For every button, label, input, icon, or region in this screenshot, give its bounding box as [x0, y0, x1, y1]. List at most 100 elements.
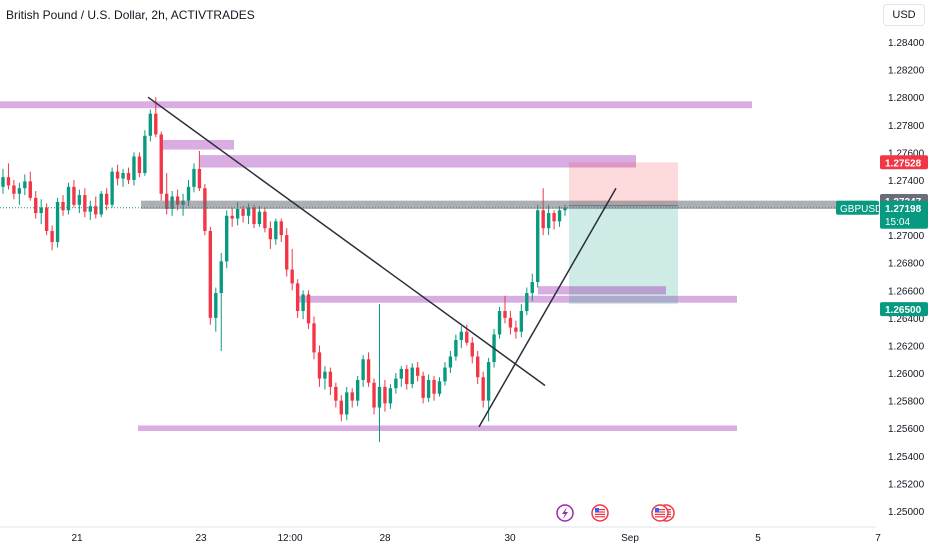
candle-body	[388, 388, 393, 404]
candle-body	[306, 294, 311, 324]
descending-trendline[interactable]	[147, 96, 546, 387]
candle-body	[83, 195, 87, 212]
candle-body	[410, 367, 414, 385]
y-axis-tick-label: 1.26200	[888, 341, 925, 352]
y-axis-tick-label: 1.25600	[888, 424, 925, 435]
y-axis-tick-label: 1.26600	[888, 286, 925, 297]
candle-body	[263, 211, 267, 229]
candle-body	[285, 235, 289, 270]
candle-body	[557, 210, 562, 222]
y-axis-tick-label: 1.26400	[888, 314, 925, 325]
y-axis-tick-label: 1.25000	[888, 507, 925, 518]
candle-body	[366, 359, 371, 383]
candle-body	[497, 310, 502, 335]
flag-canton	[655, 508, 659, 512]
support-resistance-zone[interactable]	[138, 425, 737, 431]
flag-stripe	[655, 513, 665, 515]
candle-body	[470, 342, 474, 357]
candle-body	[323, 371, 327, 379]
candle-body	[372, 382, 376, 408]
candle-body	[383, 386, 387, 404]
x-axis-tick-label: 30	[504, 533, 516, 544]
candle-body	[230, 215, 234, 219]
candle-body	[454, 339, 458, 357]
candle-body	[415, 367, 420, 376]
support-resistance-zone[interactable]	[160, 139, 234, 150]
candle-body	[421, 375, 425, 398]
candle-body	[17, 188, 22, 194]
y-axis-tick-label: 1.26000	[888, 369, 925, 380]
candle-body	[88, 206, 92, 212]
candle-body	[437, 381, 442, 394]
candle-body	[39, 207, 43, 214]
candle-body	[405, 368, 409, 385]
take-profit-zone[interactable]	[569, 205, 678, 305]
candle-body	[481, 377, 485, 401]
y-axis-tick-label: 1.27600	[888, 148, 925, 159]
us-flag-icon[interactable]	[591, 504, 609, 522]
candle-body	[61, 202, 65, 211]
candle-body	[377, 386, 382, 408]
y-axis-tick-label: 1.26800	[888, 259, 925, 270]
lightning-glyph	[562, 507, 568, 519]
stop-price-label: 1.27528	[885, 158, 922, 169]
candle-body	[34, 197, 38, 214]
currency-selector[interactable]: USD	[883, 4, 925, 26]
candle-body	[159, 134, 163, 194]
support-resistance-zone[interactable]	[0, 101, 752, 109]
candle-body	[530, 282, 534, 294]
candle-body	[503, 310, 507, 318]
candle-body	[104, 193, 109, 205]
candle-body	[252, 207, 256, 225]
support-resistance-zone[interactable]	[538, 286, 666, 295]
candle-body	[44, 207, 49, 231]
candle-body	[214, 293, 218, 318]
candle-body	[241, 208, 245, 216]
candle-body	[246, 207, 251, 216]
y-axis-tick-label: 1.28400	[888, 38, 925, 49]
flag-stripe	[595, 513, 605, 515]
candle-body	[148, 113, 153, 136]
flag-stripe	[595, 516, 605, 518]
y-axis-tick-label: 1.28000	[888, 93, 925, 104]
flag-stripe	[595, 511, 605, 513]
candle-body	[317, 352, 322, 379]
candle-body	[394, 378, 398, 389]
candle-body	[23, 181, 27, 189]
ascending-trendline[interactable]	[478, 187, 617, 428]
y-axis-tick-label: 1.27000	[888, 231, 925, 242]
candle-body	[208, 230, 213, 318]
stop-loss-zone[interactable]	[569, 162, 678, 206]
candle-body	[486, 362, 491, 401]
candle-body	[399, 368, 404, 379]
candle-body	[541, 210, 545, 229]
candle-countdown: 15:04	[885, 217, 910, 228]
candle-body	[6, 177, 11, 186]
candle-body	[235, 208, 240, 219]
candle-body	[77, 195, 82, 205]
candle-body	[312, 323, 316, 353]
us-flag-pair-icon[interactable]	[651, 504, 669, 522]
candle-body	[459, 331, 464, 340]
target-price-tag	[880, 302, 928, 317]
flag-stripe	[655, 511, 665, 513]
candle-body	[350, 392, 354, 401]
candle-body	[345, 392, 349, 415]
x-axis-tick-label: 7	[875, 533, 881, 544]
candle-body	[257, 211, 262, 225]
candle-body	[465, 331, 469, 343]
flag-canton	[595, 508, 599, 512]
flag-stripe	[655, 516, 665, 518]
horizontal-ray[interactable]	[141, 200, 876, 209]
candle-body	[443, 367, 447, 382]
target-price-label: 1.26500	[885, 305, 922, 316]
candle-body	[290, 269, 294, 284]
support-resistance-zone[interactable]	[200, 155, 636, 168]
candle-body	[225, 215, 229, 262]
candle-body	[110, 171, 114, 205]
candle-body	[301, 294, 305, 311]
candle-body	[203, 188, 207, 231]
support-resistance-zone[interactable]	[296, 295, 737, 303]
candle-body	[334, 386, 338, 401]
